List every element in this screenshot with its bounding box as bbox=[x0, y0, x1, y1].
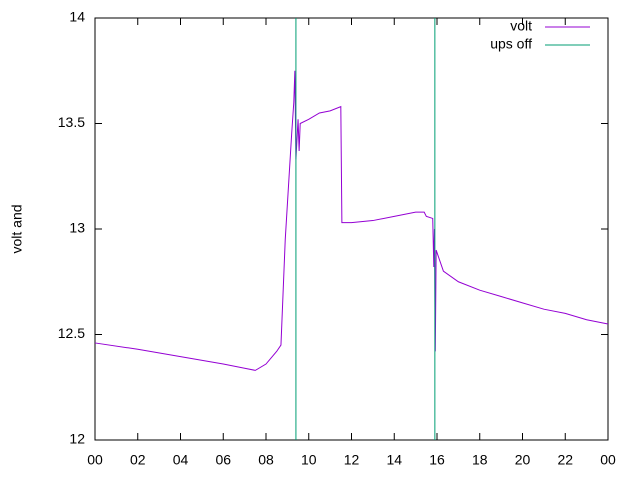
x-tick-label: 14 bbox=[386, 452, 402, 468]
x-tick-label: 02 bbox=[130, 452, 146, 468]
series-line bbox=[94, 70, 609, 371]
x-tick-label: 18 bbox=[472, 452, 488, 468]
x-tick-label: 20 bbox=[515, 452, 531, 468]
x-tick-label: 22 bbox=[557, 452, 573, 468]
legend-label: volt bbox=[510, 18, 532, 34]
y-tick-label: 13 bbox=[69, 220, 85, 236]
plot-border bbox=[94, 17, 609, 441]
x-tick-label: 08 bbox=[258, 452, 274, 468]
y-tick-label: 13.5 bbox=[58, 114, 85, 130]
y-tick-label: 12 bbox=[69, 431, 85, 447]
x-tick-label: 00 bbox=[600, 452, 616, 468]
x-tick-label: 16 bbox=[429, 452, 445, 468]
x-tick-label: 12 bbox=[344, 452, 360, 468]
y-tick-label: 14 bbox=[69, 9, 85, 25]
legend-label: ups off bbox=[490, 36, 532, 52]
y-axis-label: volt and bbox=[9, 204, 25, 253]
x-tick-label: 04 bbox=[173, 452, 189, 468]
x-tick-label: 06 bbox=[215, 452, 231, 468]
x-tick-label: 10 bbox=[301, 452, 317, 468]
y-tick-label: 12.5 bbox=[58, 325, 85, 341]
x-tick-label: 00 bbox=[87, 452, 103, 468]
